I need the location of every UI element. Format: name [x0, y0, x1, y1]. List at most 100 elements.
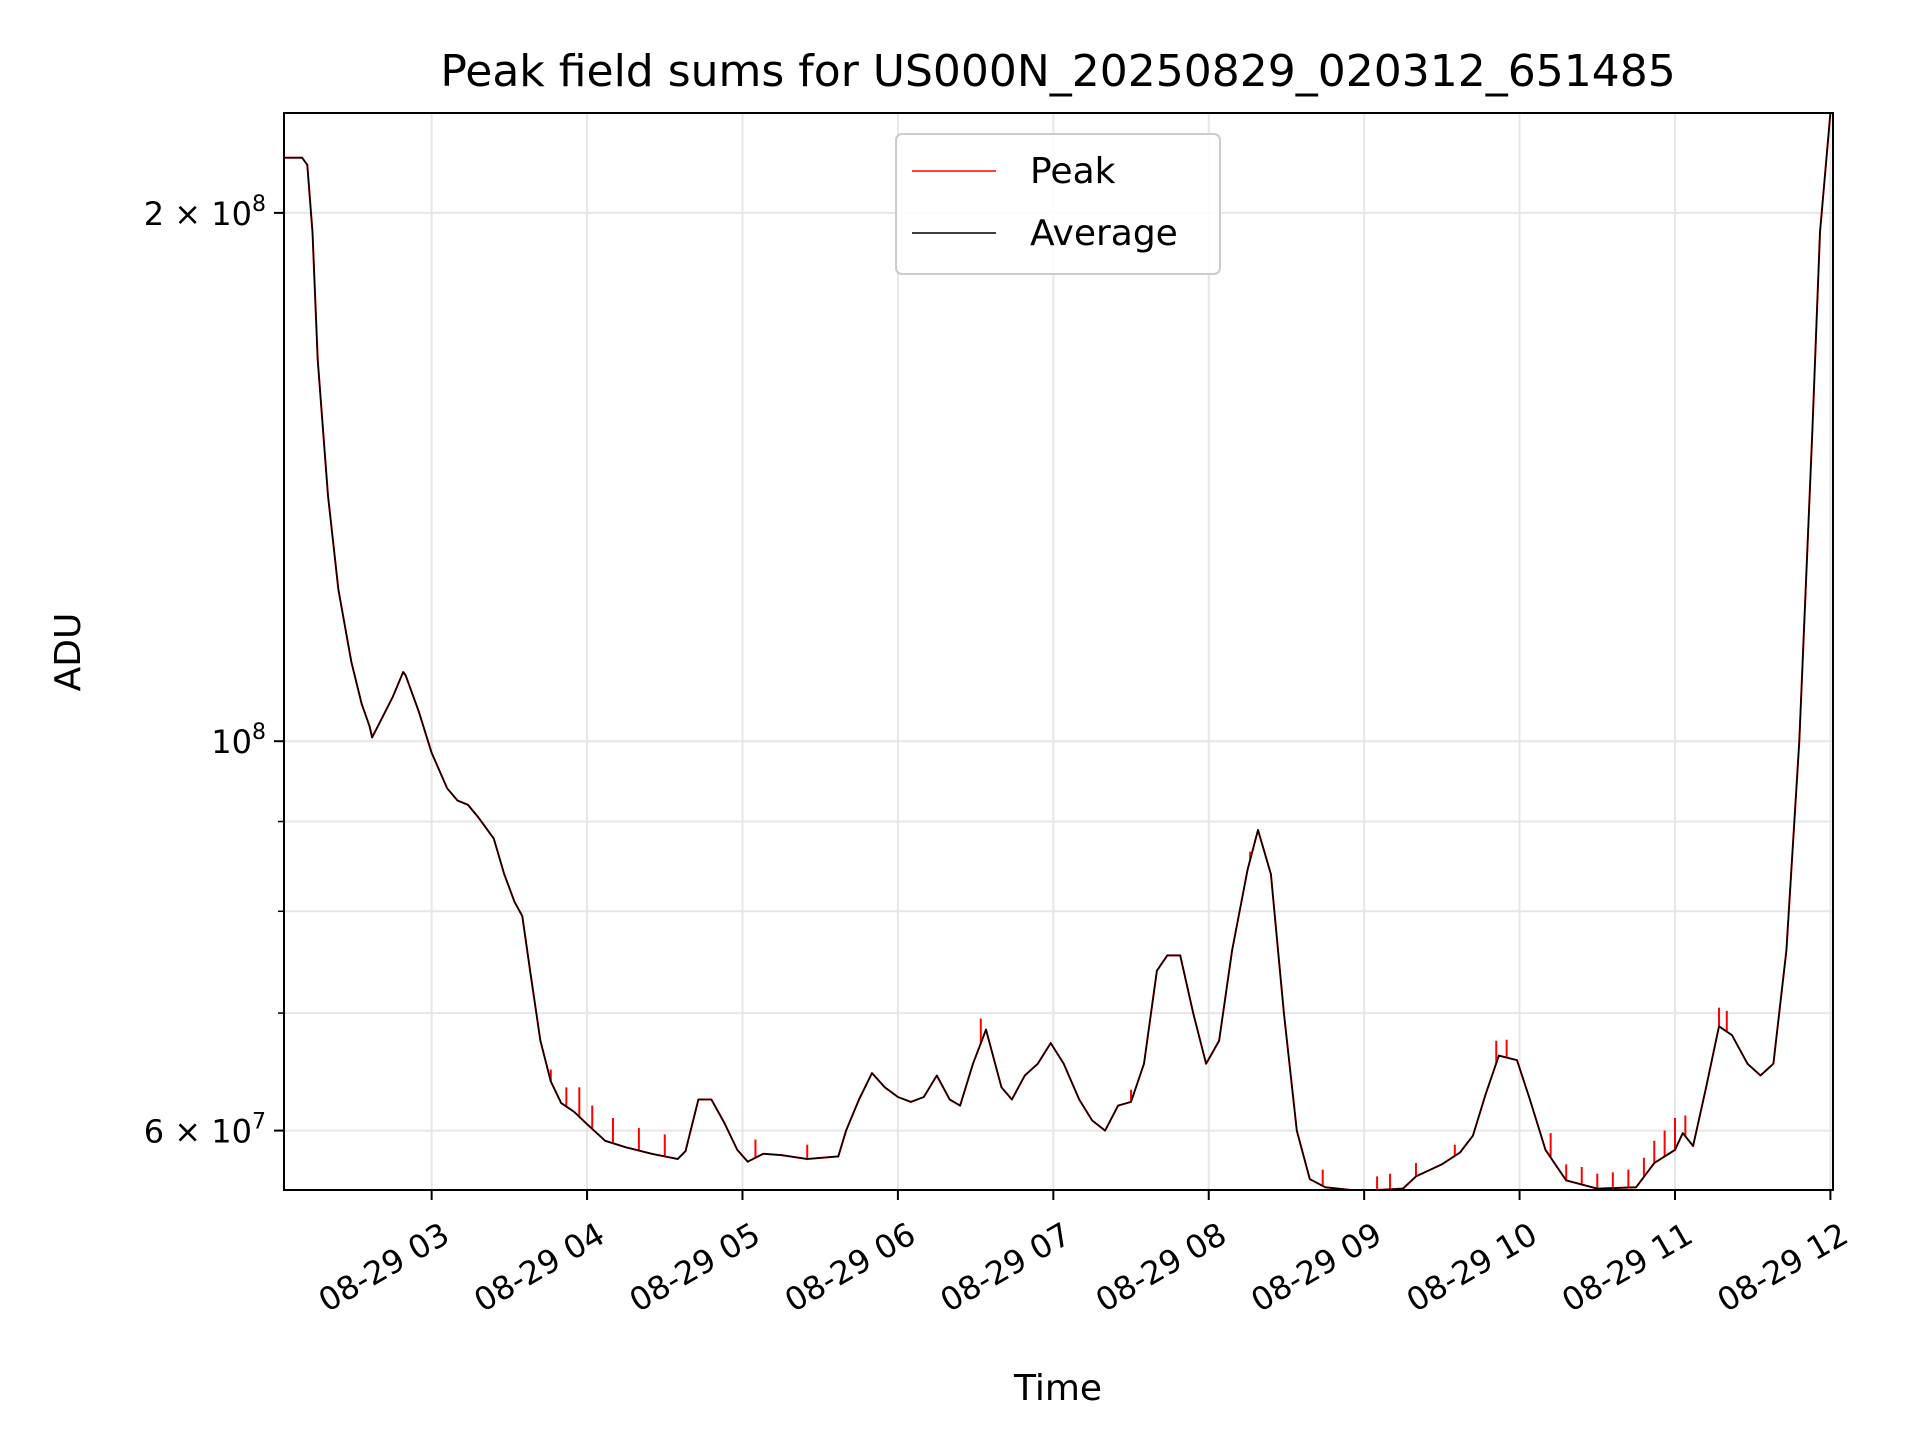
average-point [1205, 1062, 1207, 1065]
average-point [550, 1080, 552, 1083]
average-point [897, 1096, 899, 1098]
average-point [710, 1098, 713, 1101]
average-point [604, 1140, 606, 1142]
y-tick-label-exponent: 8 [252, 192, 266, 217]
average-point [560, 1102, 562, 1104]
average-point [1759, 1074, 1762, 1077]
average-point [1011, 1098, 1013, 1101]
average-point [1324, 1186, 1327, 1189]
average-point [651, 1153, 653, 1155]
grid [284, 113, 1833, 1190]
average-point [1143, 1062, 1145, 1065]
average-point [780, 1154, 783, 1156]
average-point [625, 1146, 627, 1149]
average-point [684, 1150, 687, 1152]
average-point [1459, 1151, 1461, 1154]
average-point [1078, 1098, 1080, 1101]
average-point [379, 721, 381, 724]
legend-label-average: Average [1030, 213, 1178, 254]
average-point [371, 736, 373, 739]
average-point [467, 804, 469, 806]
average-point [513, 901, 516, 903]
average-point [806, 1158, 808, 1160]
average-point [1130, 1101, 1132, 1103]
average-point [1485, 1092, 1487, 1095]
average-point [1516, 1059, 1518, 1061]
y-tick-label-base: 6 × 10 [144, 1113, 252, 1151]
average-point [1309, 1178, 1311, 1180]
average-point [368, 725, 371, 727]
average-point [477, 816, 480, 819]
y-tick-label: 6 × 107 [144, 1110, 266, 1151]
y-tick-label-base: 10 [211, 723, 252, 761]
average-point [1024, 1074, 1026, 1077]
average-point [1231, 949, 1233, 952]
average-point [586, 1123, 588, 1125]
average-point [1192, 1012, 1194, 1014]
chart-title: Peak field sums for US000N_20250829_0203… [440, 46, 1675, 97]
average-point [1415, 1175, 1417, 1178]
legend-box [895, 133, 1221, 275]
y-tick-label-base: 2 × 10 [144, 195, 252, 233]
y-tick-label: 108 [211, 720, 266, 761]
average-point [316, 358, 319, 361]
average-point [1746, 1062, 1749, 1065]
average-point [301, 156, 303, 159]
average-point [1283, 1012, 1285, 1014]
legend: Peak Average [895, 133, 1221, 275]
average-point [936, 1074, 938, 1077]
average-point [402, 671, 405, 673]
average-point [1117, 1104, 1119, 1107]
average-point [1529, 1098, 1531, 1101]
plot-frame [283, 112, 1834, 1191]
average-point [1798, 740, 1801, 742]
average-point [1037, 1062, 1039, 1065]
average-point [1441, 1163, 1443, 1166]
average-point [959, 1104, 961, 1107]
average-point [1653, 1162, 1656, 1164]
average-point [1104, 1129, 1106, 1132]
average-point [430, 751, 433, 754]
average-point [1402, 1187, 1404, 1190]
average-point [327, 494, 329, 497]
average-point [446, 787, 449, 790]
average-point [1257, 829, 1259, 831]
average-point [539, 1040, 542, 1042]
average-point [1731, 1034, 1733, 1036]
average-point [1091, 1119, 1093, 1122]
average-point [1819, 231, 1821, 233]
average-point [1811, 431, 1814, 434]
average-point [837, 1155, 840, 1158]
average-point [1179, 954, 1181, 957]
average-point [762, 1153, 764, 1155]
x-axis-label: Time [1013, 1368, 1102, 1409]
average-point [948, 1098, 951, 1101]
average-point [1682, 1132, 1684, 1134]
average-point [1692, 1145, 1694, 1147]
average-point [1166, 954, 1169, 957]
average-point [1565, 1179, 1567, 1182]
average-point [910, 1101, 912, 1103]
average-point [1270, 873, 1272, 875]
average-point [350, 660, 353, 663]
average-point [972, 1062, 974, 1065]
average-point [1296, 1129, 1298, 1132]
average-point [1156, 969, 1158, 972]
average-point [1718, 1025, 1720, 1028]
average-point [456, 799, 459, 802]
average-point [503, 873, 506, 875]
average-point [1772, 1062, 1775, 1065]
average-point [1062, 1062, 1065, 1065]
average-point [360, 703, 363, 705]
average-point [1544, 1149, 1547, 1151]
average-point [1635, 1186, 1637, 1189]
average-point [337, 588, 340, 591]
average-point [1472, 1134, 1474, 1137]
average-point [845, 1129, 847, 1132]
average-point [573, 1111, 575, 1113]
average-point [1000, 1086, 1003, 1089]
y-axis: 6 × 107 108 2 × 108 [144, 192, 284, 1151]
average-point [736, 1149, 739, 1151]
average-point [493, 837, 495, 840]
